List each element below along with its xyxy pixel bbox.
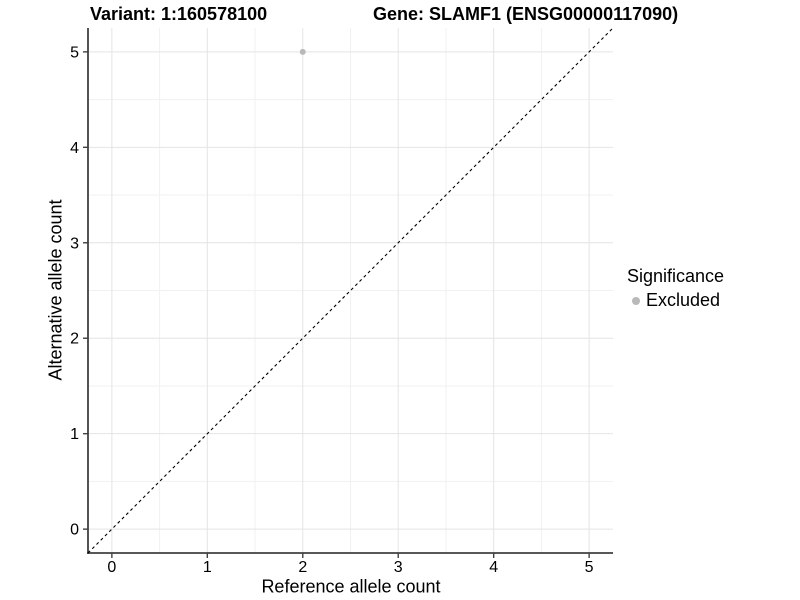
legend-title: Significance [627,266,725,286]
y-tick-label: 4 [70,140,79,157]
excluded-point-swatch-icon [632,296,640,305]
y-tick-label: 2 [70,331,79,348]
legend-item-label: Excluded [646,290,721,310]
x-tick-label: 5 [585,559,594,576]
x-tick-label: 0 [107,559,116,576]
legend-item-excluded: Excluded [627,290,724,311]
identity-reference-line [87,27,614,554]
data-point-excluded [299,48,306,55]
x-tick-label: 3 [394,559,403,576]
legend: Significance Excluded [627,266,724,311]
y-tick-label: 0 [70,522,79,539]
plot-title-gene: Gene: SLAMF1 (ENSG00000117090) [373,4,679,24]
plot-title-variant: Variant: 1:160578100 [90,4,268,24]
x-tick-label: 4 [489,559,498,576]
y-axis-title: Alternative allele count [45,199,66,381]
x-tick-label: 2 [298,559,307,576]
x-axis-title: Reference allele count [261,576,441,597]
y-tick-label: 1 [70,426,79,443]
y-tick-label: 5 [70,44,79,61]
y-tick-label: 3 [70,235,79,252]
x-tick-label: 1 [203,559,212,576]
